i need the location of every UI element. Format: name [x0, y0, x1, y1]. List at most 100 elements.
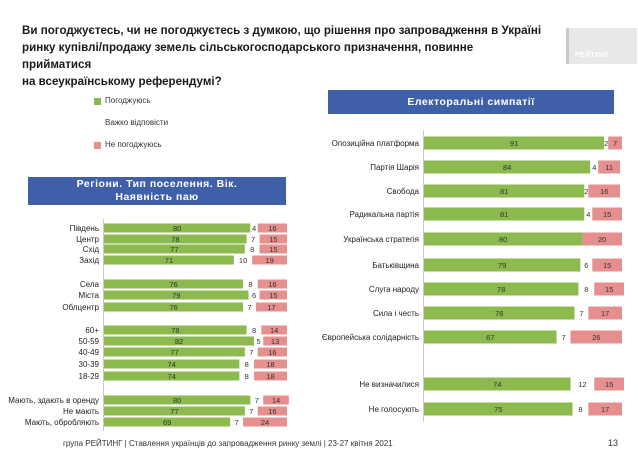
logo-text: РЕЙТИНГ [575, 52, 610, 59]
regions-bar-погоджуюсь [104, 395, 251, 405]
regions-bar-погоджуюсь [104, 371, 240, 381]
electoral-value-label: 17 [601, 309, 609, 318]
regions-bar-не-погоджуюсь [257, 406, 287, 416]
regions-bar-не-погоджуюсь [255, 302, 287, 312]
electoral-bar-не-погоджуюсь [582, 232, 622, 246]
electoral-value-label: 2 [584, 187, 588, 196]
electoral-bar-важко-відповісти [580, 258, 593, 272]
electoral-bar-не-погоджуюсь [592, 258, 622, 272]
regions-value-label: 79 [172, 291, 180, 300]
electoral-value-label: 7 [613, 139, 617, 148]
electoral-bar-погоджуюсь [424, 402, 573, 416]
regions-bar-не-погоджуюсь [257, 223, 287, 233]
electoral-category-label: Слуга народу [369, 285, 419, 294]
electoral-bar-не-погоджуюсь [588, 306, 622, 320]
regions-bar-погоджуюсь [104, 279, 244, 289]
regions-bar-важко-відповісти [248, 290, 260, 300]
regions-category-label: 60+ [85, 326, 99, 335]
regions-value-label: 5 [257, 337, 261, 346]
regions-value-label: 15 [269, 235, 277, 244]
regions-value-label: 80 [173, 224, 181, 233]
regions-bar-не-погоджуюсь [257, 279, 287, 289]
electoral-value-label: 2 [604, 139, 608, 148]
regions-bar-погоджуюсь [104, 302, 244, 312]
electoral-value-label: 26 [592, 333, 600, 342]
regions-value-label: 7 [247, 303, 251, 312]
electoral-value-label: 17 [601, 405, 609, 414]
regions-bar-не-погоджуюсь [252, 255, 287, 265]
regions-value-label: 16 [268, 407, 276, 416]
regions-category-label: 18-29 [79, 372, 100, 381]
electoral-value-label: 11 [605, 163, 613, 172]
electoral-bar-погоджуюсь [424, 207, 585, 221]
electoral-bar-важко-відповісти [572, 402, 589, 416]
regions-bar-не-погоджуюсь [254, 359, 287, 369]
electoral-value-label: 20 [598, 235, 606, 244]
electoral-value-label: 15 [603, 261, 611, 270]
electoral-bar-не-погоджуюсь [570, 330, 622, 344]
rating-logo: РЕЙТИНГ [566, 28, 637, 64]
regions-bar-не-погоджуюсь [259, 234, 287, 244]
electoral-value-label: 4 [586, 210, 590, 219]
electoral-category-label: Європейська солідарність [322, 333, 419, 342]
regions-bar-погоджуюсь [104, 336, 255, 346]
regions-bar-важко-відповісти [230, 417, 244, 427]
regions-bar-погоджуюсь [104, 223, 251, 233]
legend-swatch-hard [94, 120, 101, 127]
regions-bar-важко-відповісти [254, 336, 264, 346]
electoral-category-label: Радикальна партія [349, 210, 419, 219]
regions-category-label: Центр [76, 235, 99, 244]
regions-bar-погоджуюсь [104, 359, 240, 369]
electoral-bar-не-погоджуюсь [592, 207, 622, 221]
question-line-3: на всеукраїнському референдумі? [22, 75, 222, 88]
regions-value-label: 80 [173, 396, 181, 405]
electoral-banner: Електоральні симпатії [328, 90, 614, 114]
electoral-bar-погоджуюсь [424, 282, 579, 296]
regions-category-label: Захід [79, 256, 99, 265]
electoral-bar-не-погоджуюсь [598, 160, 621, 174]
regions-bar-погоджуюсь [104, 234, 247, 244]
regions-value-label: 7 [255, 396, 259, 405]
electoral-bar-погоджуюсь [424, 160, 591, 174]
regions-banner-line-1: Регіони. Тип поселення. Вік. [76, 178, 238, 190]
regions-bar-не-погоджуюсь [263, 336, 287, 346]
regions-bar-важко-відповісти [250, 223, 258, 233]
electoral-value-label: 84 [503, 163, 511, 172]
regions-category-label: Схід [83, 245, 100, 254]
regions-value-label: 17 [267, 303, 275, 312]
regions-value-label: 15 [269, 291, 277, 300]
regions-value-label: 77 [170, 407, 178, 416]
electoral-bar-важко-відповісти [570, 377, 595, 391]
regions-value-label: 16 [268, 348, 276, 357]
legend-label-hard: Важко відповісти [105, 118, 169, 127]
electoral-bar-погоджуюсь [424, 306, 575, 320]
legend-label-agree: Погоджуюсь [105, 96, 151, 105]
regions-bar-не-погоджуюсь [243, 417, 287, 427]
electoral-value-label: 74 [493, 380, 501, 389]
regions-category-label: 30-39 [79, 360, 100, 369]
regions-value-label: 7 [251, 235, 255, 244]
electoral-value-label: 15 [605, 380, 613, 389]
regions-banner-line-2: Наявність паю [115, 190, 199, 203]
regions-category-label: Не мають [63, 407, 99, 416]
chart-question: Ви погоджуєтесь, чи не погоджуєтесь з ду… [22, 22, 542, 90]
regions-value-label: 4 [252, 224, 256, 233]
regions-category-label: Мають, здають в оренду [8, 396, 99, 405]
regions-value-label: 6 [252, 291, 256, 300]
legend-swatch-disagree [94, 142, 101, 149]
regions-category-label: Облцентр [62, 303, 99, 312]
regions-category-label: Південь [70, 224, 99, 233]
regions-bar-погоджуюсь [104, 417, 231, 427]
electoral-bar-важко-відповісти [604, 136, 609, 150]
regions-bar-важко-відповісти [250, 395, 264, 405]
electoral-bar-погоджуюсь [424, 184, 585, 198]
regions-bar-не-погоджуюсь [254, 371, 287, 381]
regions-value-label: 8 [245, 360, 249, 369]
electoral-value-label: 78 [497, 285, 505, 294]
electoral-value-label: 4 [592, 163, 596, 172]
electoral-value-label: 15 [603, 210, 611, 219]
electoral-bar-важко-відповісти [556, 330, 571, 344]
electoral-value-label: 8 [584, 285, 588, 294]
regions-value-label: 14 [270, 326, 278, 335]
